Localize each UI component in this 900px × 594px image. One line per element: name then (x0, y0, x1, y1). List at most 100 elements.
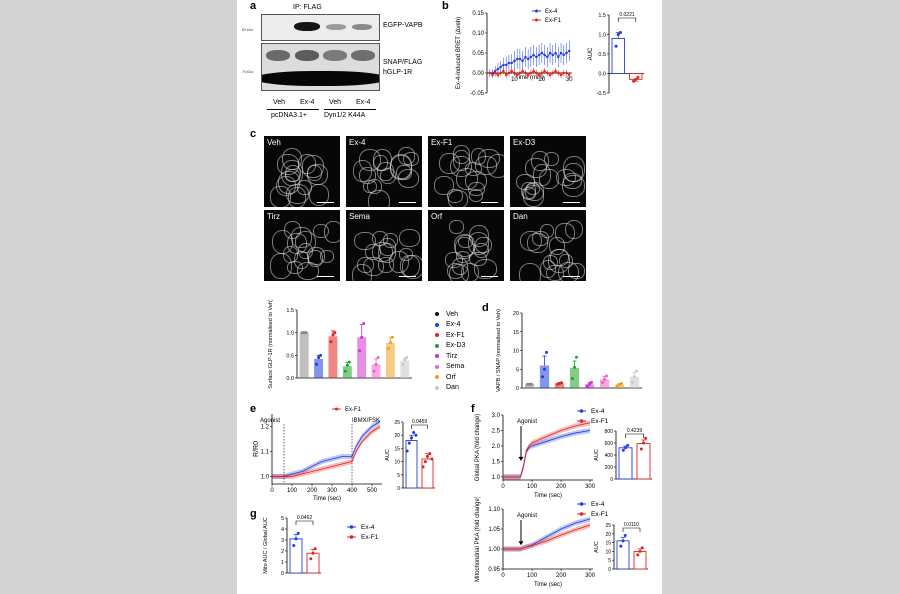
data-point (518, 57, 522, 61)
bar (400, 360, 410, 378)
legend-label: Ex-4 (591, 501, 605, 508)
data-point (554, 51, 557, 55)
x-tick-label: 300 (585, 484, 596, 490)
legend-dot (435, 375, 439, 380)
annotation-arrowhead (518, 456, 524, 461)
series-line (272, 421, 381, 477)
x-tick-label: 200 (556, 573, 567, 579)
bar (633, 550, 647, 570)
data-point (296, 531, 300, 535)
data-point (407, 441, 411, 445)
legend-label: Veh (446, 310, 459, 318)
series-band (503, 427, 591, 480)
cell-outline (383, 233, 399, 249)
cell-outline (555, 223, 575, 244)
y-tick-label: 10 (513, 349, 519, 355)
y-tick-label: 1.0 (286, 331, 294, 337)
y-tick-label: 0.0 (598, 72, 606, 78)
legend-label: Ex-4 (345, 402, 358, 404)
bar (371, 364, 381, 378)
legend-item: Orf (435, 372, 465, 383)
panel-label-c: c (250, 128, 257, 140)
group-line (324, 109, 376, 110)
bar (599, 379, 610, 388)
data-point (619, 544, 623, 548)
blot-band (266, 50, 290, 61)
data-point (551, 53, 555, 57)
data-point (313, 547, 317, 551)
legend-marker (579, 502, 584, 506)
blot-label-snap: SNAP/FLAG (383, 59, 423, 66)
data-point (540, 71, 544, 75)
cell-outline (397, 169, 420, 189)
bar (306, 552, 320, 574)
data-point (537, 53, 541, 57)
bar (524, 384, 535, 388)
x-tick-label: 0 (270, 488, 274, 494)
data-point (362, 322, 366, 326)
y-tick-label: 25 (605, 523, 611, 529)
blot-label-glp1r: hGLP-1R (383, 69, 413, 76)
data-point (529, 71, 533, 75)
bar (314, 358, 324, 378)
data-point (496, 73, 500, 77)
p-value-label: 0.0462 (297, 515, 313, 521)
cell-outline (469, 189, 484, 203)
data-point (401, 362, 405, 366)
cell-outline (533, 164, 552, 186)
y-axis-label: AUC (594, 541, 600, 553)
scale-bar (399, 201, 416, 203)
data-point (624, 446, 627, 450)
data-point (343, 369, 347, 373)
data-point (571, 377, 574, 381)
legend-marker (579, 409, 584, 413)
data-point (496, 67, 500, 71)
data-point (494, 71, 497, 75)
legend-marker (349, 525, 354, 529)
legend-dot (435, 354, 439, 359)
y-tick-label: -0.05 (470, 91, 484, 97)
data-point (521, 69, 524, 73)
y-tick-label: 15 (394, 446, 400, 452)
blot-mw-top: 50 kDa (242, 28, 254, 32)
scale-bar (481, 201, 498, 203)
legend-item: Ex-F1 (435, 330, 465, 341)
cell-outline (543, 151, 559, 166)
data-point (543, 367, 546, 371)
data-point (639, 447, 643, 451)
x-tick-label: 400 (347, 488, 358, 494)
bar (611, 37, 625, 74)
micrograph: Ex-4 (346, 136, 422, 207)
series-line (272, 426, 381, 477)
data-point (568, 73, 571, 77)
cell-outline (453, 150, 471, 171)
series-line (503, 422, 591, 478)
y-tick-label: 2.0 (492, 444, 501, 450)
data-point (603, 377, 606, 381)
data-point (532, 53, 535, 57)
y-tick-label: 0 (516, 386, 519, 392)
blot-band (294, 22, 320, 31)
legend-item: Ex-4 (435, 320, 465, 331)
scale-bar (563, 275, 580, 277)
cell-outline (542, 254, 559, 271)
x-axis-label: Time (sec) (534, 493, 562, 499)
cell-outline (452, 258, 469, 276)
data-point (315, 362, 319, 366)
data-point (644, 436, 648, 440)
y-tick-label: 1.2 (261, 425, 270, 431)
cell-outline (540, 224, 555, 239)
cell-outline (323, 221, 340, 244)
data-point (412, 431, 416, 435)
cell-outline (283, 221, 302, 240)
cell-outline (313, 223, 330, 239)
p-value-label: 0.4239 (627, 428, 643, 434)
series-line (489, 50, 570, 74)
micrograph: Sema (346, 210, 422, 281)
x-axis-label: Time (sec) (534, 582, 562, 588)
y-tick-label: 20 (605, 532, 611, 538)
x-tick-label: 20 (538, 77, 545, 83)
data-point (347, 360, 351, 364)
group-label-pcdna: pcDNA3.1+ (271, 112, 307, 119)
cell-outline (468, 181, 486, 196)
